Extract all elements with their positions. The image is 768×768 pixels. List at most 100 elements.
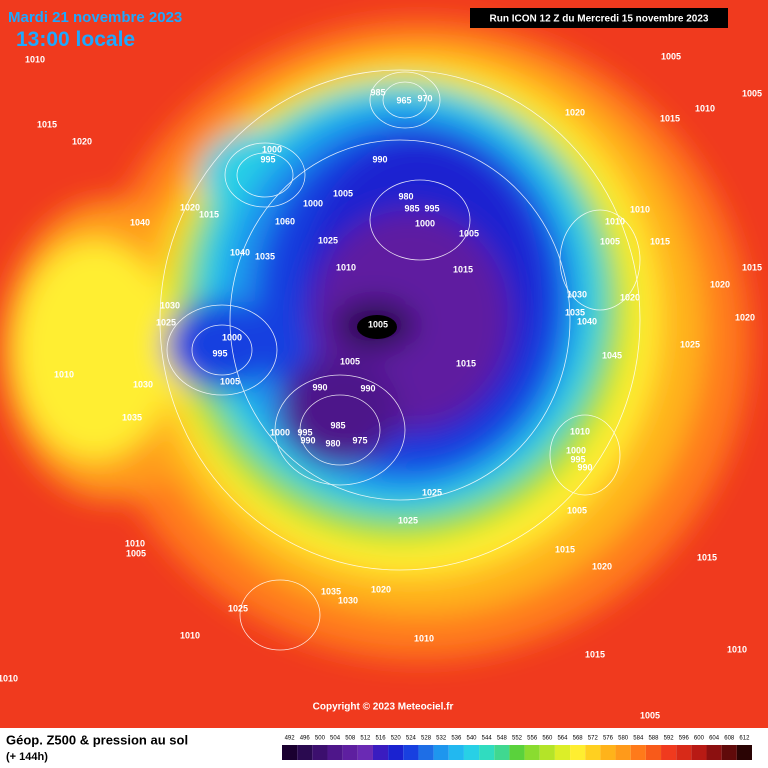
low-core — [357, 315, 397, 339]
colorbar-swatch — [570, 745, 586, 760]
colorbar-label: 560 — [542, 736, 553, 742]
pressure-label: 1015 — [555, 544, 575, 554]
pressure-label: 1020 — [371, 584, 391, 594]
colorbar-label: 544 — [482, 736, 493, 742]
isobars — [159, 69, 641, 651]
colorbar-swatch — [282, 745, 298, 760]
pressure-label: 1025 — [228, 603, 248, 613]
pressure-label: 1010 — [25, 54, 45, 64]
pressure-label: 985 — [330, 420, 345, 430]
run-box — [470, 8, 728, 28]
pressure-label: 1010 — [570, 426, 590, 436]
colorbar-swatch — [372, 745, 389, 760]
copyright: Copyright © 2023 Meteociel.fr — [313, 702, 454, 713]
pressure-label: 1040 — [130, 217, 150, 227]
pressure-label: 1035 — [321, 586, 341, 596]
pressure-label: 1015 — [697, 552, 717, 562]
pressure-label: 1015 — [37, 119, 57, 129]
colorbar-swatch — [645, 745, 662, 760]
pressure-label: 1005 — [340, 356, 360, 366]
colorbar-label: 520 — [391, 736, 402, 742]
pressure-label: 995 — [570, 454, 585, 464]
colorbar-label: 524 — [406, 736, 417, 742]
colorbar-swatch — [479, 745, 495, 760]
colorbar-swatch — [433, 745, 449, 760]
pressure-label: 1020 — [180, 202, 200, 212]
pressure-label: 990 — [577, 462, 592, 472]
date: Mardi 21 novembre 2023 — [8, 9, 182, 26]
colorbar-label: 580 — [618, 736, 629, 742]
colorbar-label: 564 — [557, 736, 568, 742]
pressure-label: 1020 — [592, 561, 612, 571]
pressure-label: 1000 — [270, 427, 290, 437]
colorbar-swatch — [585, 745, 601, 760]
colorbar-label: 532 — [436, 736, 447, 742]
colorbar-label: 568 — [573, 736, 584, 742]
colorbar-label: 512 — [360, 736, 371, 742]
pressure-label: 1020 — [735, 312, 755, 322]
colorbar-label: 552 — [512, 736, 523, 742]
colorbar-swatch — [676, 745, 692, 760]
pressure-label: 1000 — [262, 144, 282, 154]
colorbar-swatch — [721, 745, 737, 760]
colorbar-swatch — [312, 745, 328, 760]
pressure-label: 1025 — [680, 339, 700, 349]
colorbar-label: 596 — [679, 736, 690, 742]
pressure-label: 1025 — [156, 317, 176, 327]
colorbar-swatch — [600, 745, 616, 760]
colorbar-swatch — [706, 745, 722, 760]
pressure-label: 1005 — [640, 710, 660, 720]
pressure-label: 980 — [325, 438, 340, 448]
pressure-label: 1015 — [650, 236, 670, 246]
pressure-label: 1010 — [630, 204, 650, 214]
colorbar-label: 612 — [739, 736, 750, 742]
colorbar-swatch — [448, 745, 464, 760]
pressure-label: 1040 — [577, 316, 597, 326]
pressure-label: 1015 — [453, 264, 473, 274]
pressure-label: 1010 — [336, 262, 356, 272]
pressure-label: 1025 — [422, 487, 442, 497]
pressure-label: 1020 — [565, 107, 585, 117]
pressure-label: 1010 — [125, 538, 145, 548]
colorbar-swatch — [661, 745, 677, 760]
pressure-label: 1030 — [160, 300, 180, 310]
colorbar-label: 604 — [709, 736, 720, 742]
run-info: Run ICON 12 Z du Mercredi 15 novembre 20… — [490, 14, 709, 25]
pressure-label: 995 — [212, 348, 227, 358]
pressure-label: 1035 — [122, 412, 142, 422]
pressure-label: 1010 — [605, 216, 625, 226]
pressure-label: 1010 — [414, 633, 434, 643]
colorbar-label: 600 — [694, 736, 705, 742]
pressure-label: 1010 — [727, 644, 747, 654]
colorbar-swatch — [342, 745, 358, 760]
colorbar-swatch — [554, 745, 571, 760]
colorbar-label: 576 — [603, 736, 614, 742]
colorbar-swatch — [463, 745, 480, 760]
pressure-label: 1020 — [710, 279, 730, 289]
pressure-label: 985 — [404, 203, 419, 213]
pressure-label: 1010 — [0, 673, 18, 683]
pressure-label: 1030 — [338, 595, 358, 605]
pressure-label: 1015 — [456, 358, 476, 368]
colorbar-swatch — [539, 745, 555, 760]
colorbar-swatch — [494, 745, 510, 760]
colorbar-label: 584 — [633, 736, 644, 742]
colorbar-swatch — [403, 745, 419, 760]
pressure-label: 1010 — [54, 369, 74, 379]
pressure-label: 1045 — [602, 350, 622, 360]
pressure-label: 1025 — [318, 235, 338, 245]
pressure-label: 1035 — [255, 251, 275, 261]
colorbar-swatch — [388, 745, 404, 760]
pressure-label: 1005 — [459, 228, 479, 238]
footer-subtitle: (+ 144h) — [6, 751, 48, 763]
pressure-label: 1005 — [220, 376, 240, 386]
pressure-label: 1015 — [660, 113, 680, 123]
colorbar-label: 508 — [345, 736, 356, 742]
pressure-label: 1000 — [415, 218, 435, 228]
pressure-label: 1005 — [742, 88, 762, 98]
colorbar-label: 588 — [648, 736, 659, 742]
pressure-label: 1015 — [585, 649, 605, 659]
colorbar: 492 496 500 504 508 512 516 520 524 528 532 536 540 5… — [282, 736, 752, 760]
